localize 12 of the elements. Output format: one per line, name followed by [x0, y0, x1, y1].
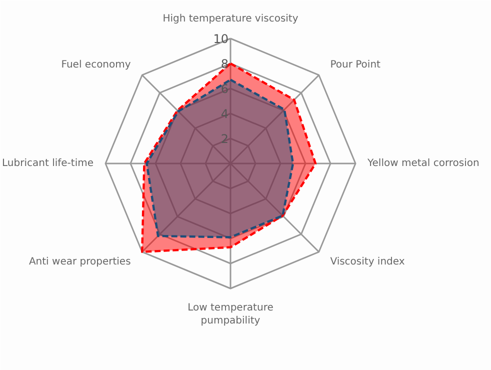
spoke-label: Yellow metal corrosion	[366, 158, 480, 169]
spoke-label: Viscosity index	[330, 256, 405, 268]
y-tick-label: 10	[213, 32, 229, 46]
spoke-label: Anti wear properties	[28, 256, 131, 268]
spoke-label: High temperature viscosity	[162, 14, 298, 24]
y-tick-label: 2	[220, 132, 229, 146]
y-tick-label: 6	[220, 82, 229, 96]
spoke-label: Pour Point	[330, 60, 381, 71]
spoke-label: Lubricant life-time	[2, 158, 94, 169]
spoke-label: Fuel economy	[61, 60, 131, 71]
y-tick-label: 4	[220, 107, 229, 121]
spoke-label: Low temperature pumpability	[188, 302, 274, 327]
